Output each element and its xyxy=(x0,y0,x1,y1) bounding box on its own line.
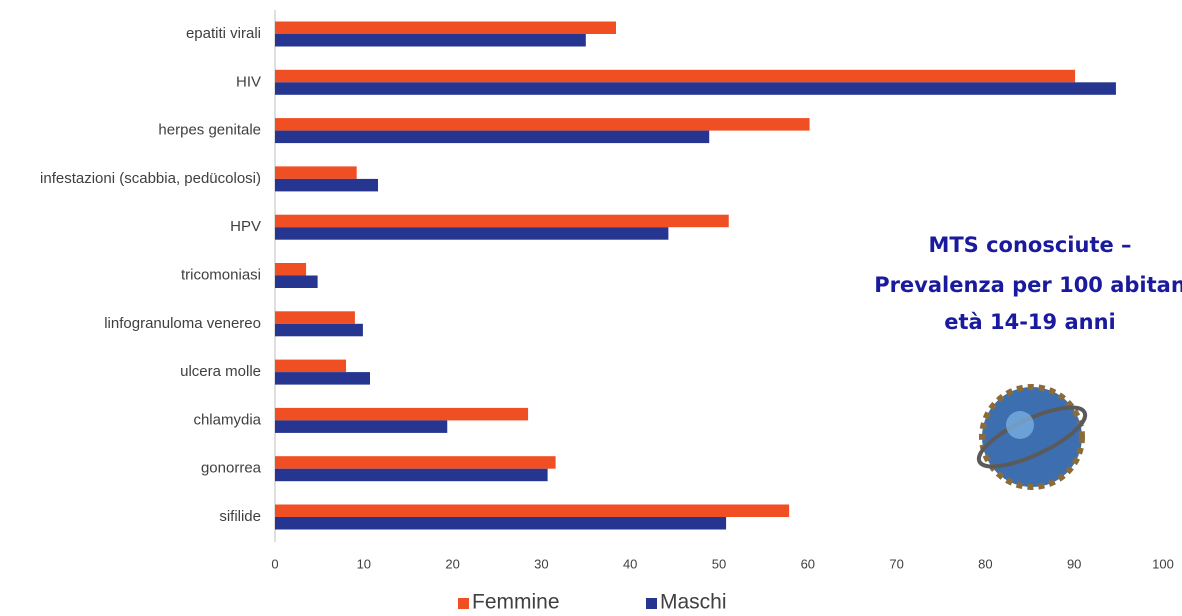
bar xyxy=(275,166,357,179)
bar xyxy=(275,118,810,131)
chart-title: età 14-19 anni xyxy=(944,310,1116,334)
x-tick-label: 80 xyxy=(978,556,992,571)
legend-swatch xyxy=(646,598,657,609)
legend-swatch xyxy=(458,598,469,609)
bar xyxy=(275,311,355,324)
bar xyxy=(275,468,548,482)
x-tick-label: 50 xyxy=(712,556,726,571)
bar xyxy=(275,275,318,288)
x-tick-label: 0 xyxy=(271,556,278,571)
bar xyxy=(275,34,586,47)
bar xyxy=(275,21,616,34)
bar xyxy=(275,82,1116,95)
x-tick-label: 70 xyxy=(889,556,903,571)
legend-label: Femmine xyxy=(472,591,560,614)
bar xyxy=(275,214,729,228)
x-tick-label: 60 xyxy=(801,556,815,571)
bar xyxy=(275,517,727,530)
x-tick-label: 10 xyxy=(357,556,371,571)
y-tick-label: linfogranuloma venereo xyxy=(104,315,261,332)
bar xyxy=(275,407,529,421)
bar xyxy=(275,227,669,240)
bar xyxy=(275,456,556,469)
x-tick-label: 90 xyxy=(1067,556,1081,571)
legend-label: Maschi xyxy=(660,591,727,614)
y-tick-label: sifilide xyxy=(219,508,261,525)
y-tick-label: chlamydia xyxy=(193,411,261,428)
y-tick-label: epatiti virali xyxy=(186,25,261,42)
y-tick-label: tricomoniasi xyxy=(181,266,261,283)
globe-icon xyxy=(976,384,1088,490)
bar xyxy=(275,420,448,433)
bar xyxy=(275,323,363,337)
x-tick-label: 100 xyxy=(1152,556,1174,571)
y-tick-label: HPV xyxy=(230,218,261,235)
chart-title: MTS conosciute – xyxy=(928,233,1131,257)
bar xyxy=(275,504,790,517)
y-tick-label: ulcera molle xyxy=(180,363,261,380)
bar xyxy=(275,372,371,385)
x-tick-label: 20 xyxy=(445,556,459,571)
bar xyxy=(275,178,379,192)
y-tick-label: gonorrea xyxy=(201,460,262,477)
chart-title: Prevalenza per 100 abitan xyxy=(874,273,1182,297)
bar xyxy=(275,130,710,144)
x-tick-label: 30 xyxy=(534,556,548,571)
bar xyxy=(275,69,1076,83)
y-tick-label: infestazioni (scabbia, pedücolosi) xyxy=(40,170,261,187)
bar xyxy=(275,263,307,276)
x-tick-label: 40 xyxy=(623,556,637,571)
y-tick-label: herpes genitale xyxy=(158,122,261,139)
y-tick-label: HIV xyxy=(236,73,261,90)
bar xyxy=(275,359,347,373)
